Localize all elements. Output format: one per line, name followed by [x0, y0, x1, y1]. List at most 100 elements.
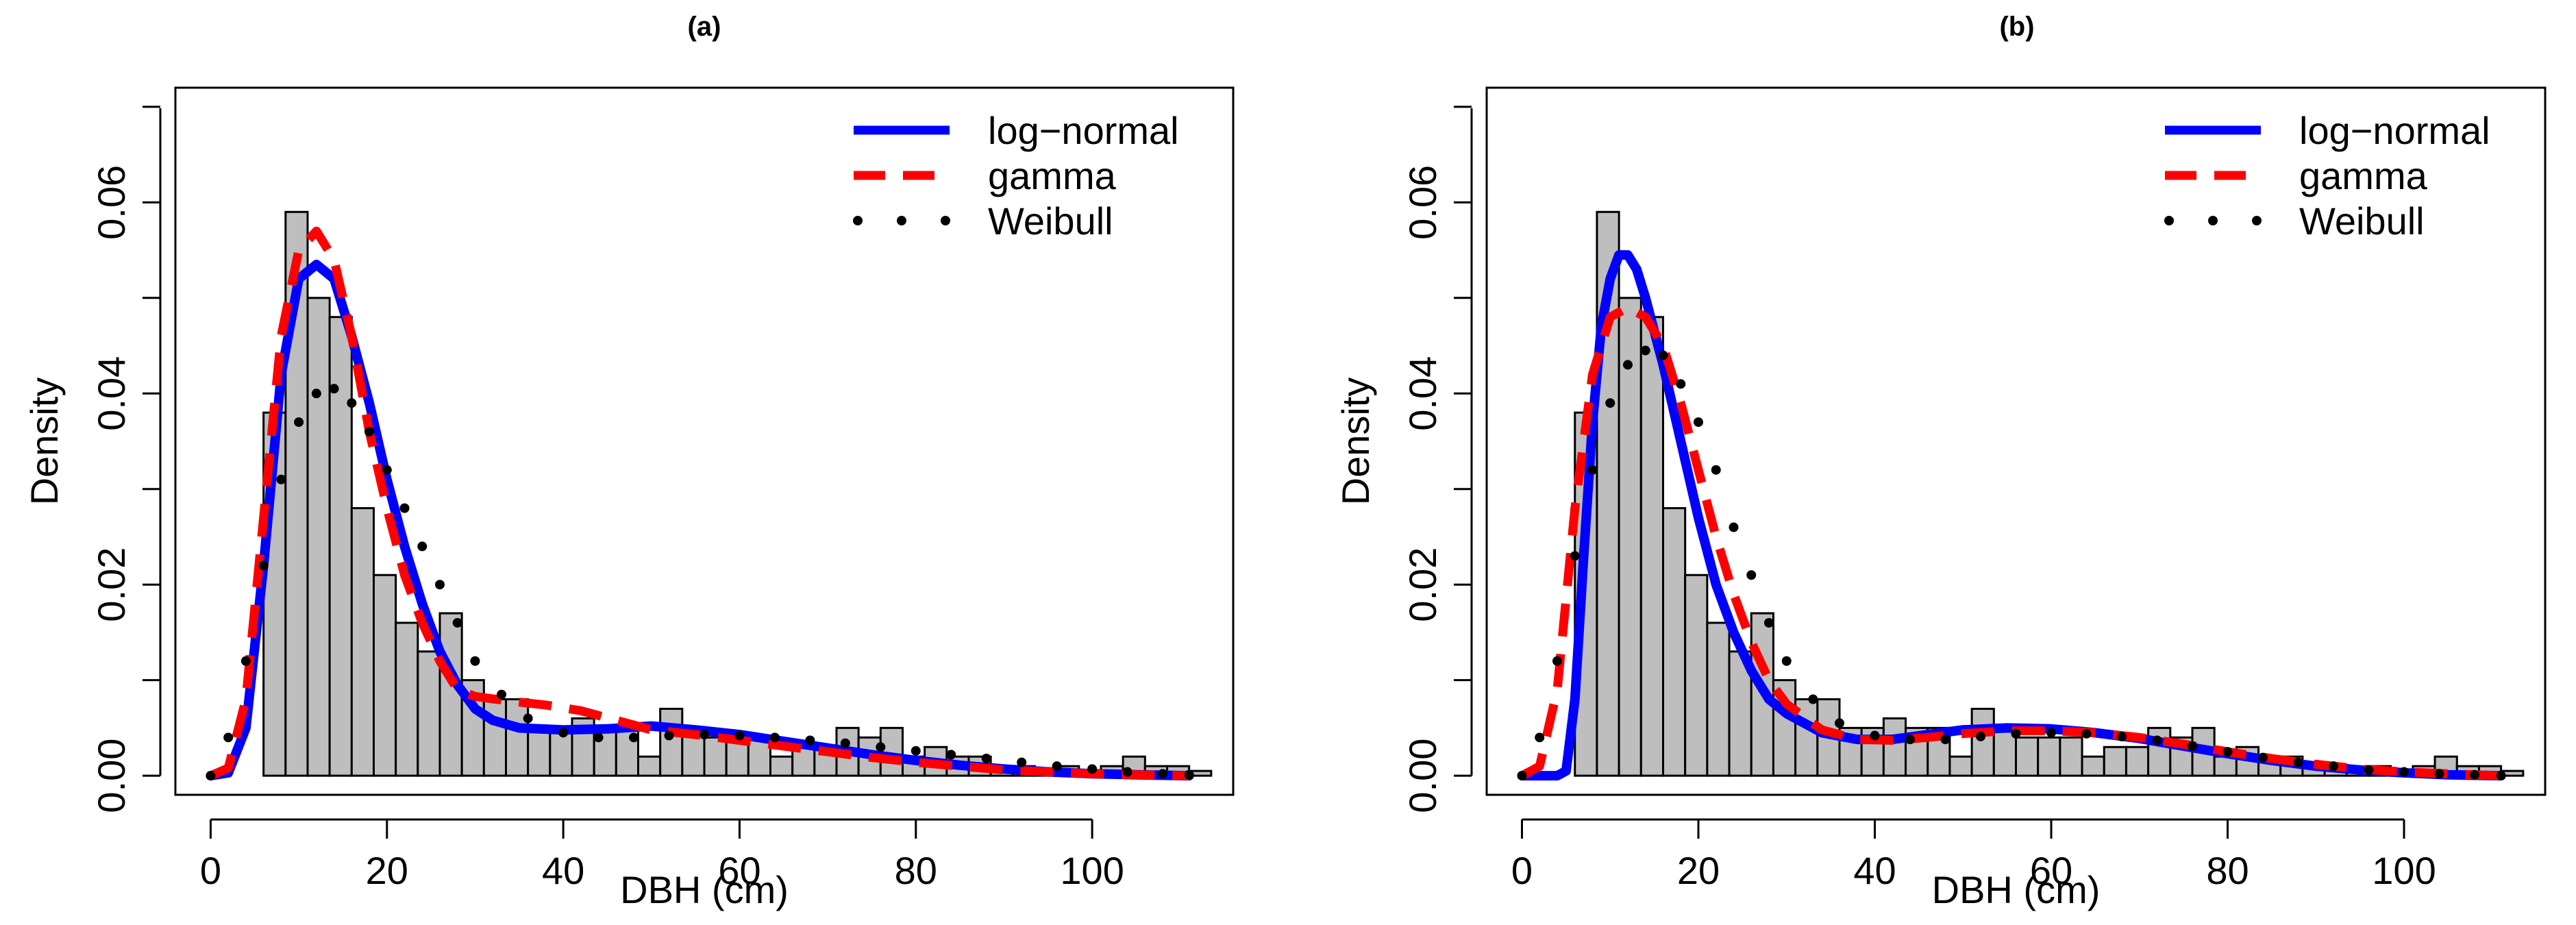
weibull-curve-point — [1676, 379, 1686, 389]
weibull-curve-point — [805, 735, 815, 745]
weibull-curve-point — [593, 732, 604, 743]
y-tick-label: 0.04 — [90, 356, 133, 431]
histogram-bar — [769, 755, 794, 777]
weibull-curve-point — [2399, 767, 2409, 777]
plot-frame — [174, 86, 1235, 796]
weibull-curve-point — [417, 541, 428, 552]
weibull-curve-point — [311, 388, 321, 399]
histogram-bar — [1970, 707, 1995, 777]
weibull-curve-point — [1158, 769, 1168, 779]
histogram-bar — [2015, 736, 2040, 777]
x-tick-label: 0 — [200, 849, 221, 892]
weibull-curve-point — [1017, 757, 1027, 767]
weibull-curve-point — [1905, 735, 1915, 745]
histogram-bar — [2081, 755, 2105, 777]
panel-title: (a) — [688, 12, 721, 42]
weibull-curve-point — [2046, 728, 2056, 738]
x-axis-label: DBH (cm) — [1932, 868, 2101, 911]
weibull-curve-point — [2293, 757, 2303, 767]
legend-label-weibull: Weibull — [2299, 199, 2425, 243]
histogram-bar — [417, 650, 441, 777]
weibull-curve-point — [294, 417, 304, 428]
weibull-curve-point — [911, 745, 921, 756]
y-tick-label: 0.00 — [1401, 739, 1444, 813]
weibull-curve-point — [2081, 728, 2092, 739]
histogram-bar — [482, 698, 507, 777]
weibull-curve-point — [435, 580, 445, 590]
weibull-curve-point — [1694, 417, 1703, 428]
legend-label-weibull: Weibull — [988, 199, 1113, 243]
weibull-curve-point — [382, 465, 392, 475]
x-tick-label: 60 — [718, 849, 760, 892]
histogram-bar — [306, 297, 331, 777]
weibull-curve-point — [699, 730, 709, 740]
histogram-bar — [2037, 736, 2061, 777]
x-tick-label: 60 — [2030, 849, 2072, 892]
weibull-curve-point — [2258, 752, 2268, 763]
weibull-curve-point — [1640, 345, 1650, 356]
x-tick-label: 80 — [895, 849, 937, 892]
weibull-curve-point — [1587, 465, 1598, 475]
weibull-curve-point — [523, 713, 533, 724]
weibull-curve-point — [769, 732, 780, 743]
histogram-bar — [527, 726, 552, 777]
weibull-curve-point — [2011, 728, 2021, 739]
y-tick-label: 0.02 — [1401, 547, 1444, 622]
plot-frame — [1485, 86, 2547, 796]
weibull-curve-point — [1570, 551, 1580, 561]
gamma-curve — [1520, 303, 2501, 780]
panel-title: (b) — [1999, 12, 2034, 42]
weibull-curve-point — [399, 503, 410, 513]
legend-swatch-weibull — [941, 216, 950, 225]
histogram-bar — [1882, 717, 1907, 777]
weibull-curve-point — [452, 617, 462, 628]
y-axis-label: Density — [23, 378, 66, 506]
weibull-curve-point — [946, 750, 956, 760]
weibull-curve-point — [497, 689, 507, 700]
y-tick-label: 0.02 — [90, 547, 133, 622]
histogram-bar — [1684, 574, 1709, 777]
x-tick-label: 0 — [1511, 849, 1533, 892]
weibull-curve-point — [258, 560, 269, 571]
legend-swatch-weibull — [853, 216, 863, 225]
x-tick-label: 80 — [2206, 849, 2249, 892]
weibull-curve-point — [1122, 767, 1132, 777]
weibull-curve-point — [2329, 761, 2338, 772]
histogram-bar — [328, 316, 353, 777]
weibull-curve-point — [364, 427, 375, 437]
histogram-bar — [2213, 755, 2238, 777]
x-tick-label: 20 — [366, 849, 408, 892]
legend-swatch-weibull — [2208, 216, 2218, 225]
histogram-bar — [505, 698, 530, 777]
weibull-curve-point — [223, 732, 234, 743]
legend-label-gamma: gamma — [2299, 154, 2428, 197]
weibull-curve-point — [2152, 735, 2162, 745]
histogram-bar — [2103, 745, 2127, 777]
x-tick-label: 40 — [1853, 849, 1896, 892]
y-axis: 0.00 0.02 0.04 0.06 — [1401, 106, 1473, 813]
histogram-bar — [703, 736, 728, 777]
histogram-bar — [2147, 726, 2172, 777]
histogram-bar — [1639, 316, 1664, 777]
histogram-bar — [350, 507, 375, 777]
weibull-curve-point — [981, 754, 991, 764]
weibull-curve-point — [347, 398, 357, 408]
weibull-curve-point — [276, 474, 286, 484]
weibull-curve-point — [1087, 764, 1098, 774]
y-tick-label: 0.06 — [1401, 165, 1444, 240]
x-axis: 0 20 40 60 80 100 — [1511, 818, 2436, 892]
x-tick-label: 100 — [1060, 849, 1124, 892]
weibull-curve-point — [1729, 522, 1739, 532]
weibull-curve-point — [734, 730, 745, 741]
weibull-curve-point — [206, 771, 216, 781]
gamma-curve — [208, 226, 1189, 780]
weibull-curve-point — [1184, 769, 1194, 780]
weibull-curve-point — [558, 728, 569, 738]
legend-label-gamma: gamma — [988, 154, 1117, 197]
histogram-bar — [1662, 507, 1687, 777]
x-tick-label: 100 — [2372, 849, 2436, 892]
histogram-bar — [2125, 745, 2150, 777]
weibull-curve-point — [2117, 731, 2127, 741]
y-tick-label: 0.06 — [90, 165, 133, 240]
